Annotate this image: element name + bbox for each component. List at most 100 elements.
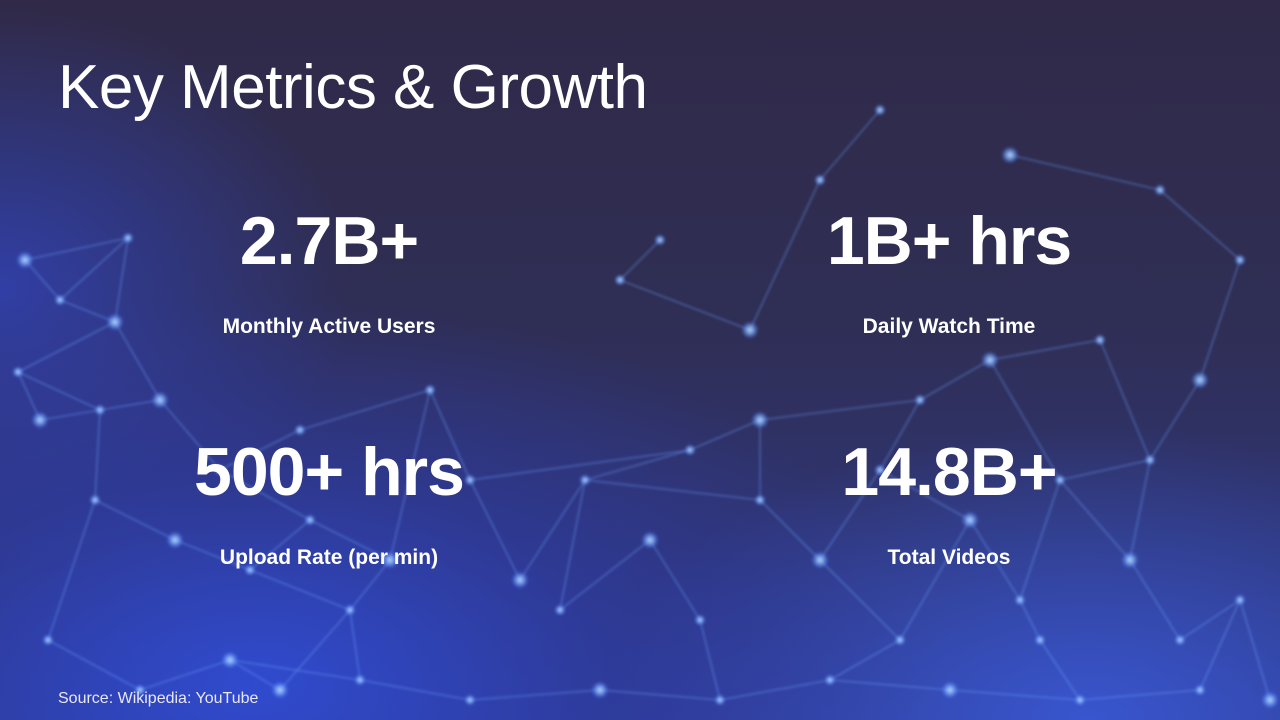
metric-daily-watch-time: 1B+ hrs Daily Watch Time <box>739 207 1159 339</box>
network-line <box>1059 459 1151 481</box>
network-line <box>649 539 701 621</box>
network-node <box>741 321 759 339</box>
metric-monthly-active-users: 2.7B+ Monthly Active Users <box>119 207 539 339</box>
network-line <box>919 359 991 401</box>
network-node <box>1191 371 1209 389</box>
network-line <box>1019 599 1041 641</box>
network-node <box>214 464 226 476</box>
network-node <box>464 694 476 706</box>
network-node <box>1094 334 1106 346</box>
network-line <box>819 469 881 561</box>
network-node <box>654 234 666 246</box>
network-node <box>42 634 54 646</box>
network-node <box>874 464 886 476</box>
network-line <box>139 659 231 691</box>
network-line <box>59 299 116 323</box>
network-line <box>899 519 971 641</box>
network-node <box>464 474 476 486</box>
network-node <box>94 404 106 416</box>
network-node <box>941 681 959 699</box>
network-node <box>89 494 101 506</box>
network-node <box>381 551 399 569</box>
metric-upload-rate: 500+ hrs Upload Rate (per min) <box>119 438 539 570</box>
network-line <box>299 389 431 431</box>
network-line <box>469 449 691 481</box>
network-node <box>1234 594 1246 606</box>
network-node <box>1001 146 1019 164</box>
network-node <box>824 674 836 686</box>
network-line <box>229 659 361 681</box>
network-node <box>754 494 766 506</box>
network-node <box>134 684 146 696</box>
network-node <box>244 564 256 576</box>
network-node <box>714 694 726 706</box>
network-line <box>989 339 1101 361</box>
network-line <box>219 429 301 471</box>
network-line <box>1079 689 1201 701</box>
network-line <box>114 321 161 401</box>
metric-label: Monthly Active Users <box>222 315 436 338</box>
metric-label: Daily Watch Time <box>862 315 1036 338</box>
network-line <box>559 479 586 611</box>
network-line <box>94 499 176 541</box>
network-line <box>949 689 1081 701</box>
network-node <box>814 174 826 186</box>
network-node <box>54 294 66 306</box>
network-line <box>279 609 351 691</box>
network-node <box>1261 691 1279 709</box>
network-line <box>599 689 721 701</box>
network-line <box>47 639 141 691</box>
metric-label: Total Videos <box>887 546 1011 569</box>
network-node <box>344 604 356 616</box>
network-node <box>1014 594 1026 606</box>
network-line <box>1019 479 1061 601</box>
network-node <box>12 366 24 378</box>
network-line <box>584 449 691 481</box>
network-line <box>359 679 471 701</box>
network-node <box>641 531 659 549</box>
network-line <box>879 399 921 471</box>
network-node <box>122 232 134 244</box>
network-line <box>159 399 221 471</box>
metric-label: Upload Rate (per min) <box>219 546 439 569</box>
network-node <box>1234 254 1246 266</box>
network-line <box>469 479 521 581</box>
network-line <box>989 359 1061 481</box>
network-node <box>1154 184 1166 196</box>
network-line <box>749 179 821 331</box>
network-line <box>24 237 129 261</box>
metric-value: 1B+ hrs <box>826 203 1072 279</box>
network-node <box>1174 634 1186 646</box>
network-node <box>1194 684 1206 696</box>
network-node <box>751 411 769 429</box>
network-line <box>59 237 129 301</box>
network-line <box>969 519 1021 601</box>
network-line <box>1199 599 1241 691</box>
network-line <box>429 389 471 481</box>
network-line <box>759 499 821 561</box>
network-node <box>106 313 124 331</box>
network-line <box>519 479 586 581</box>
network-node <box>591 681 609 699</box>
network-line <box>819 559 901 641</box>
network-line <box>829 639 901 681</box>
network-line <box>1239 599 1271 701</box>
network-line <box>1179 599 1241 641</box>
network-line <box>829 679 951 691</box>
network-node <box>31 411 49 429</box>
network-node <box>811 551 829 569</box>
network-line <box>699 619 721 701</box>
network-line <box>349 609 361 681</box>
network-node <box>684 444 696 456</box>
network-line <box>559 539 651 611</box>
network-line <box>719 679 831 701</box>
network-node <box>579 474 591 486</box>
network-node <box>554 604 566 616</box>
network-line <box>114 237 129 323</box>
network-line <box>99 399 161 411</box>
network-node <box>424 384 436 396</box>
network-node <box>914 394 926 406</box>
network-line <box>1039 639 1081 701</box>
metric-value: 2.7B+ <box>239 203 419 279</box>
